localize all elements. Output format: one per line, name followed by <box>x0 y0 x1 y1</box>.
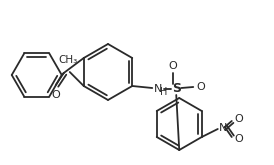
Text: H: H <box>160 87 168 97</box>
Text: O: O <box>169 61 178 71</box>
Text: O: O <box>235 114 244 124</box>
Text: N: N <box>154 84 163 94</box>
Text: CH₃: CH₃ <box>58 55 77 65</box>
Text: N: N <box>219 123 227 133</box>
Text: O: O <box>196 82 205 92</box>
Text: O: O <box>235 134 244 144</box>
Text: S: S <box>172 82 181 96</box>
Text: O: O <box>52 90 60 100</box>
